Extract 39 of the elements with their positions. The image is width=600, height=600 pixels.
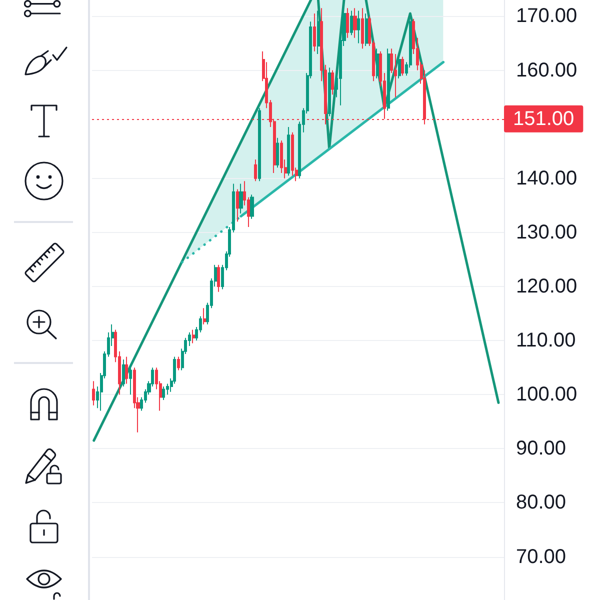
candlestick (328, 67, 331, 117)
y-tick-label: 80.00 (516, 492, 566, 514)
ref-line-label: 151.00 (513, 108, 574, 130)
candlestick (192, 329, 195, 344)
y-tick-label: 130.00 (516, 221, 578, 244)
candlestick (254, 158, 257, 182)
y-tick-label: 70.00 (516, 546, 566, 568)
candlestick (313, 13, 316, 52)
candlestick (250, 194, 254, 220)
candlestick (203, 308, 206, 325)
candlestick (92, 380, 95, 406)
y-tick-label: 110.00 (516, 330, 576, 352)
y-tick-label: 100.00 (516, 384, 578, 406)
candlestick (401, 56, 404, 76)
y-tick-label: 160.00 (516, 59, 578, 82)
candlestick (122, 358, 125, 387)
candlestick (258, 108, 261, 182)
candlestick (398, 56, 401, 79)
candlestick (162, 386, 165, 400)
y-tick-label: 90.00 (516, 438, 566, 460)
y-tick-label: 170.00 (516, 5, 578, 28)
candlestick (353, 8, 357, 38)
candlestick (331, 70, 334, 96)
candlestick (387, 48, 390, 112)
candlestick (236, 188, 239, 222)
candlestick (239, 183, 243, 214)
candlestick (346, 8, 349, 38)
y-tick-label: 120.00 (516, 275, 578, 298)
candlestick (350, 10, 353, 36)
y-tick-label: 140.00 (516, 167, 578, 190)
candlestick (357, 10, 360, 44)
candlestick (287, 126, 290, 176)
candlestick (361, 8, 364, 50)
candlestick (125, 356, 128, 384)
candlestick (276, 137, 279, 168)
candlestick (376, 48, 379, 79)
candlestick (217, 264, 220, 292)
candlestick (129, 364, 132, 396)
candlestick (177, 356, 180, 371)
